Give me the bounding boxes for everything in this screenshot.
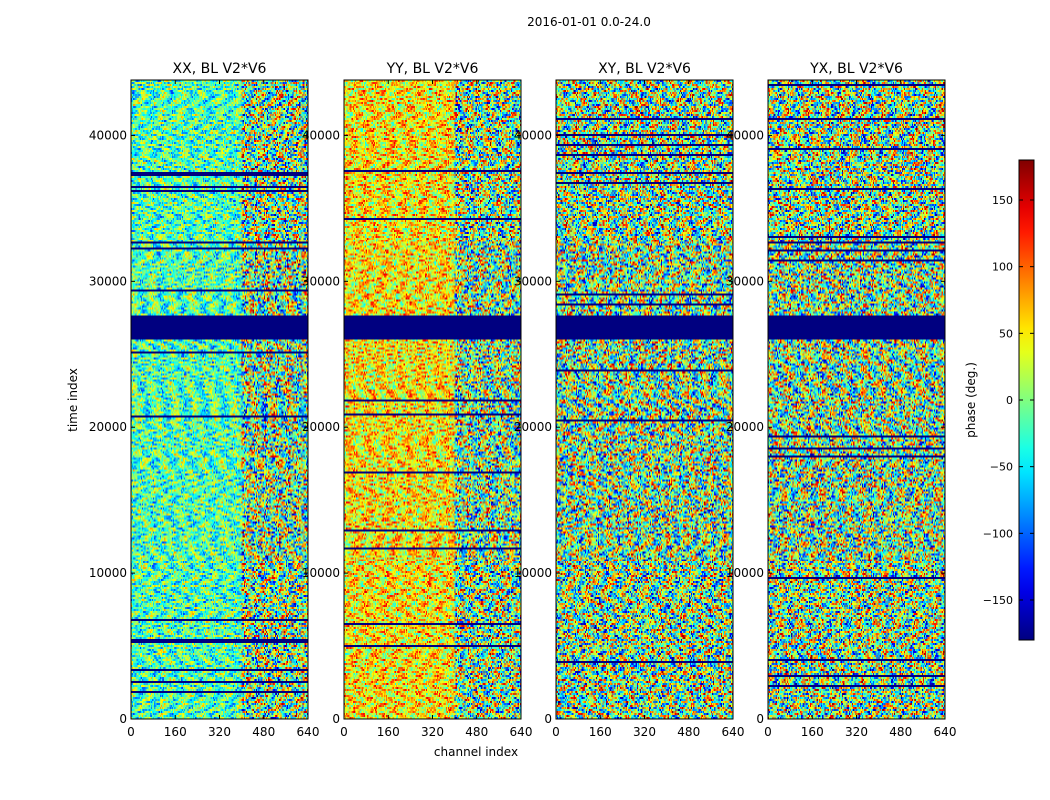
y-tick-label: 0 — [332, 712, 340, 726]
x-tick-label: 0 — [552, 725, 560, 739]
panel-yy: YY, BL V2*V6 0 160 320 480 640 0 10000 20000 3000… — [302, 61, 533, 739]
y-tick-label: 40000 — [514, 128, 552, 142]
x-tick-label: 160 — [164, 725, 187, 739]
x-tick-label: 160 — [589, 725, 612, 739]
colorbar-tick-label: 50 — [999, 327, 1013, 340]
x-tick-label: 640 — [722, 725, 745, 739]
x-tick-label: 160 — [377, 725, 400, 739]
x-tick-label: 480 — [252, 725, 275, 739]
y-tick-label: 20000 — [726, 420, 764, 434]
x-tick-label: 640 — [510, 725, 533, 739]
x-tick-label: 640 — [934, 725, 957, 739]
x-tick-label: 0 — [340, 725, 348, 739]
y-tick-label: 20000 — [514, 420, 552, 434]
y-tick-label: 10000 — [726, 566, 764, 580]
x-axis-label: channel index — [434, 745, 518, 759]
x-tick-label: 0 — [764, 725, 772, 739]
x-tick-label: 480 — [677, 725, 700, 739]
y-tick-label: 40000 — [302, 128, 340, 142]
x-tick-label: 320 — [633, 725, 656, 739]
colorbar-label: phase (deg.) — [964, 362, 978, 438]
x-tick-label: 640 — [297, 725, 320, 739]
panel-title: YX, BL V2*V6 — [809, 61, 903, 77]
x-tick-label: 320 — [208, 725, 231, 739]
y-tick-label: 30000 — [89, 274, 127, 288]
y-tick-label: 30000 — [514, 274, 552, 288]
colorbar-tick-label: 100 — [992, 261, 1013, 274]
y-tick-label: 0 — [119, 712, 127, 726]
heatmap-panels: XX, BL V2*V6 0 160 320 480 640 0 10000 20000 3000… — [89, 61, 957, 739]
y-tick-label: 20000 — [302, 420, 340, 434]
phase-heatmap-xy — [556, 80, 733, 719]
y-tick-label: 30000 — [726, 274, 764, 288]
y-tick-label: 10000 — [89, 566, 127, 580]
phase-heatmap-xx — [131, 80, 308, 719]
phase-heatmap-yx — [768, 80, 945, 719]
colorbar: −150 −100 −50 0 50 100 150 — [983, 159, 1035, 641]
panel-title: XY, BL V2*V6 — [598, 61, 691, 77]
colorbar-tick-label: 150 — [992, 194, 1013, 207]
y-tick-label: 20000 — [89, 420, 127, 434]
x-tick-label: 480 — [889, 725, 912, 739]
y-tick-label: 10000 — [514, 566, 552, 580]
panel-xy: XY, BL V2*V6 0 160 320 480 640 0 10000 20000 3000… — [514, 61, 745, 739]
y-tick-label: 10000 — [302, 566, 340, 580]
x-tick-label: 0 — [127, 725, 135, 739]
colorbar-tick-label: 0 — [1006, 394, 1013, 407]
y-tick-label: 30000 — [302, 274, 340, 288]
colorbar-tick-label: −150 — [983, 594, 1013, 607]
panel-yx: YX, BL V2*V6 0 160 320 480 640 0 10000 20000 3000… — [726, 61, 957, 739]
y-tick-label: 0 — [544, 712, 552, 726]
panel-title: YY, BL V2*V6 — [386, 61, 479, 77]
figure-title: 2016-01-01 0.0-24.0 — [527, 15, 651, 29]
y-tick-label: 0 — [756, 712, 764, 726]
y-tick-label: 40000 — [726, 128, 764, 142]
panel-title: XX, BL V2*V6 — [173, 61, 267, 77]
y-tick-label: 40000 — [89, 128, 127, 142]
x-tick-label: 320 — [421, 725, 444, 739]
x-tick-label: 480 — [465, 725, 488, 739]
colorbar-tick-label: −100 — [983, 527, 1013, 540]
colorbar-tick-label: −50 — [990, 461, 1013, 474]
phase-heatmap-yy — [344, 80, 521, 719]
x-tick-label: 320 — [845, 725, 868, 739]
x-tick-label: 160 — [801, 725, 824, 739]
panel-xx: XX, BL V2*V6 0 160 320 480 640 0 10000 20000 3000… — [89, 61, 320, 739]
y-axis-label: time index — [66, 368, 80, 432]
